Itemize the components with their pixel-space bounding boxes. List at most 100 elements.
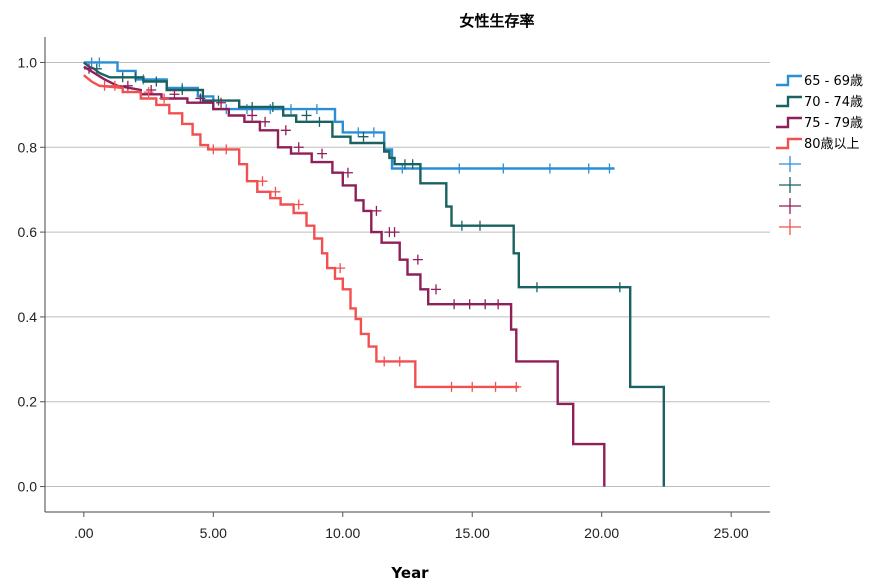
censor-mark: [353, 127, 364, 138]
censor-mark: [195, 93, 206, 104]
censor-mark: [130, 72, 141, 83]
censor-mark: [379, 356, 390, 367]
censor-mark: [475, 220, 485, 231]
series-line-4: [83, 74, 519, 389]
censor-mark: [216, 97, 227, 108]
series-line-1: [83, 61, 615, 170]
censor-mark: [368, 127, 379, 138]
y-tick-label: 0.6: [18, 224, 38, 240]
axes: [44, 37, 770, 513]
censor-mark: [247, 101, 258, 112]
censor-mark: [614, 282, 625, 293]
censor-mark: [449, 299, 460, 310]
censor-mark: [270, 186, 281, 197]
censor-mark: [260, 116, 271, 127]
censor-mark: [412, 254, 423, 265]
censor-mark: [498, 163, 509, 174]
censor-mark: [389, 227, 400, 238]
censor-mark: [454, 163, 465, 174]
legend-swatch-line: [776, 95, 802, 108]
censor-mark: [293, 142, 304, 153]
y-tick-label: 0.8: [18, 139, 38, 155]
legend-swatch-line: [776, 116, 802, 129]
censor-mark: [159, 93, 170, 104]
censor-mark: [169, 89, 180, 100]
x-tick-label: 20.00: [584, 525, 619, 541]
censor-mark: [317, 148, 328, 159]
censor-mark: [358, 131, 369, 142]
series-line-3: [83, 65, 606, 487]
censor-mark: [280, 125, 291, 136]
x-tick-label: 15.00: [455, 525, 490, 541]
censor-mark: [490, 381, 501, 392]
censor-mark: [241, 104, 252, 115]
y-tick-label: 1.0: [18, 54, 38, 70]
chart-title: 女性生存率: [459, 12, 534, 30]
censor-mark: [493, 299, 504, 310]
censor-mark: [531, 282, 542, 293]
censor-mark: [467, 381, 478, 392]
censor-mark: [94, 57, 105, 68]
legend-label: 75 - 79歳: [804, 116, 863, 131]
x-tick-label: .00: [74, 525, 94, 541]
x-ticks: .00 5.00 10.00 15.00 20.00 25.00: [74, 512, 749, 541]
censor-mark: [464, 299, 475, 310]
censor-mark: [221, 144, 232, 155]
censor-mark: [122, 80, 133, 91]
censor-mark: [99, 80, 110, 91]
censor-mark: [583, 163, 594, 174]
legend-label: 80歳以上: [804, 137, 860, 152]
y-tick-label: 0.0: [18, 479, 38, 495]
legend-censor-mark: [779, 198, 801, 214]
x-tick-label: 10.00: [325, 525, 360, 541]
censor-mark: [257, 176, 268, 187]
censor-mark: [394, 356, 405, 367]
y-ticks: 0.0 0.2 0.4 0.6 0.8 1.0: [18, 54, 45, 495]
x-tick-label: 25.00: [714, 525, 749, 541]
censor-mark: [371, 205, 382, 216]
censor-mark: [285, 104, 296, 115]
censor-mark: [151, 76, 162, 87]
censor-mark: [604, 163, 615, 174]
censor-mark: [146, 85, 157, 96]
censor-mark: [117, 72, 128, 83]
censor-mark: [446, 381, 457, 392]
censor-mark: [342, 167, 353, 178]
series-group: [83, 57, 665, 487]
censor-mark: [311, 104, 322, 115]
censor-mark: [511, 381, 522, 392]
gridlines: [45, 61, 770, 488]
censor-mark: [335, 263, 346, 274]
censor-mark: [247, 110, 258, 121]
censor-mark: [293, 199, 304, 210]
censor-mark: [480, 299, 491, 310]
censor-mark: [314, 116, 325, 127]
legend-censor-mark: [779, 156, 801, 172]
censor-mark: [143, 87, 154, 98]
censor-mark: [109, 80, 120, 91]
legend-swatch-line: [776, 137, 802, 150]
legend: 65 - 69歳 70 - 74歳 75 - 79歳 80歳以上: [776, 74, 863, 235]
legend-censor-mark: [779, 219, 801, 235]
legend-censor-mark: [779, 177, 801, 193]
censor-mark: [208, 144, 219, 155]
censor-mark: [213, 95, 224, 106]
legend-label: 70 - 74歳: [804, 95, 863, 110]
x-tick-label: 5.00: [200, 525, 227, 541]
censor-mark: [177, 85, 188, 96]
censor-mark: [301, 110, 312, 121]
y-tick-label: 0.4: [18, 309, 38, 325]
y-tick-label: 0.2: [18, 394, 38, 410]
legend-swatch-line: [776, 74, 802, 87]
censor-mark: [265, 104, 276, 115]
censor-mark: [407, 159, 418, 170]
legend-label: 65 - 69歳: [804, 74, 863, 89]
censor-mark: [267, 101, 278, 112]
x-axis-label: Year: [390, 564, 429, 581]
series-line-2: [83, 61, 665, 487]
censor-mark: [84, 63, 95, 74]
censor-mark: [456, 220, 467, 231]
censor-mark: [544, 163, 555, 174]
censor-mark: [430, 284, 441, 295]
